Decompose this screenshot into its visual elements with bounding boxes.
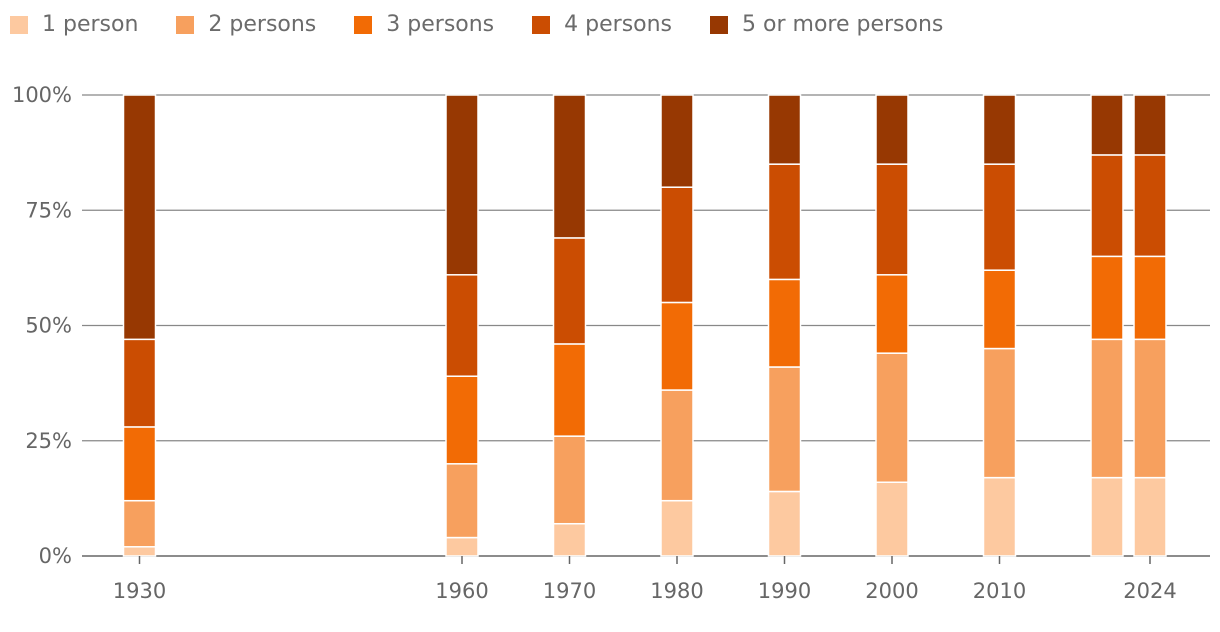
y-axis-labels: 0% 25% 50% 75% 100% bbox=[12, 83, 72, 568]
legend-swatch-4-persons bbox=[532, 15, 551, 34]
legend: 1 person 2 persons 3 persons 4 persons 5… bbox=[10, 12, 943, 37]
legend-label-2-persons: 2 persons bbox=[208, 12, 317, 37]
bar-segment[interactable] bbox=[982, 163, 1017, 271]
bar-segment[interactable] bbox=[1133, 94, 1167, 156]
y-tick-label: 100% bbox=[12, 83, 72, 107]
legend-swatch-1-person bbox=[10, 15, 28, 34]
bar-segment[interactable] bbox=[552, 94, 587, 239]
legend-swatch-3-persons bbox=[354, 15, 373, 34]
bar-segment[interactable] bbox=[767, 278, 802, 368]
bar-segment[interactable] bbox=[875, 274, 909, 354]
bar-stack bbox=[982, 94, 1017, 557]
bar-segment[interactable] bbox=[122, 499, 157, 548]
bar-segment[interactable] bbox=[552, 435, 587, 525]
y-tick-label: 50% bbox=[25, 314, 72, 338]
x-tick-label: 1970 bbox=[543, 579, 596, 603]
bar-segment[interactable] bbox=[767, 366, 802, 493]
gridlines bbox=[82, 94, 1210, 557]
bar-segment[interactable] bbox=[445, 94, 479, 276]
bar-segment[interactable] bbox=[1090, 154, 1124, 258]
legend-item-3-persons[interactable]: 3 persons bbox=[354, 12, 494, 37]
bar-stack bbox=[445, 94, 479, 557]
legend-item-2-persons[interactable]: 2 persons bbox=[176, 12, 316, 37]
bar-segment[interactable] bbox=[445, 375, 479, 465]
bar-segment[interactable] bbox=[660, 94, 694, 188]
bar-stack bbox=[552, 94, 587, 557]
bar-segment[interactable] bbox=[982, 347, 1017, 479]
bar-segment[interactable] bbox=[660, 389, 694, 502]
legend-label-4-persons: 4 persons bbox=[564, 12, 673, 37]
legend-swatch-5-or-more-persons bbox=[710, 15, 729, 34]
x-axis: 1930 1960 1970 1980 1990 2000 2010 2024 bbox=[113, 556, 1177, 603]
y-tick-label: 75% bbox=[25, 198, 72, 222]
x-tick-label: 2024 bbox=[1123, 579, 1176, 603]
bar-segment[interactable] bbox=[445, 463, 479, 539]
bar-segment[interactable] bbox=[1133, 154, 1167, 258]
bar-segment[interactable] bbox=[1090, 94, 1124, 156]
x-tick-label: 1980 bbox=[650, 579, 703, 603]
bar-segment[interactable] bbox=[875, 94, 909, 165]
bars bbox=[122, 94, 1167, 557]
legend-swatch-2-persons bbox=[176, 15, 195, 34]
bar-segment[interactable] bbox=[982, 94, 1017, 165]
legend-item-1-person[interactable]: 1 person bbox=[10, 12, 138, 37]
legend-item-5-or-more-persons[interactable]: 5 or more persons bbox=[710, 12, 943, 37]
bar-segment[interactable] bbox=[982, 269, 1017, 350]
y-tick-label: 0% bbox=[39, 544, 72, 568]
bar-stack bbox=[767, 94, 802, 557]
bar-segment[interactable] bbox=[660, 186, 694, 304]
bar-segment[interactable] bbox=[1090, 255, 1124, 341]
bar-stack bbox=[1133, 94, 1167, 557]
bar-segment[interactable] bbox=[660, 301, 694, 391]
x-tick-label: 1990 bbox=[758, 579, 811, 603]
bar-segment[interactable] bbox=[122, 426, 157, 502]
bar-segment[interactable] bbox=[1133, 476, 1167, 557]
bar-segment[interactable] bbox=[982, 476, 1017, 557]
bar-segment[interactable] bbox=[1090, 476, 1124, 557]
bar-segment[interactable] bbox=[767, 490, 802, 557]
bar-segment[interactable] bbox=[122, 546, 157, 557]
bar-segment[interactable] bbox=[552, 343, 587, 437]
bar-stack bbox=[875, 94, 909, 557]
bar-segment[interactable] bbox=[767, 94, 802, 165]
bar-segment[interactable] bbox=[552, 237, 587, 345]
bar-segment[interactable] bbox=[875, 481, 909, 557]
bar-stack bbox=[660, 94, 694, 557]
bar-segment[interactable] bbox=[1133, 338, 1167, 479]
bar-segment[interactable] bbox=[1090, 338, 1124, 479]
y-tick-label: 25% bbox=[25, 429, 72, 453]
bar-segment[interactable] bbox=[767, 163, 802, 281]
x-tick-label: 2010 bbox=[973, 579, 1026, 603]
bar-segment[interactable] bbox=[875, 352, 909, 483]
x-tick-label: 1960 bbox=[435, 579, 488, 603]
bar-segment[interactable] bbox=[1133, 255, 1167, 341]
bar-segment[interactable] bbox=[552, 522, 587, 557]
legend-item-4-persons[interactable]: 4 persons bbox=[532, 12, 672, 37]
bar-segment[interactable] bbox=[875, 163, 909, 276]
x-tick-label: 1930 bbox=[113, 579, 166, 603]
bar-segment[interactable] bbox=[122, 338, 157, 428]
legend-label-1-person: 1 person bbox=[42, 12, 139, 37]
legend-label-5-or-more-persons: 5 or more persons bbox=[742, 12, 944, 37]
bar-segment[interactable] bbox=[660, 499, 694, 557]
bar-segment[interactable] bbox=[445, 274, 479, 377]
x-tick-label: 2000 bbox=[865, 579, 918, 603]
bar-stack bbox=[1090, 94, 1124, 557]
bar-segment[interactable] bbox=[122, 94, 157, 341]
bar-stack bbox=[122, 94, 157, 557]
legend-label-3-persons: 3 persons bbox=[386, 12, 495, 37]
bar-segment[interactable] bbox=[445, 536, 479, 557]
